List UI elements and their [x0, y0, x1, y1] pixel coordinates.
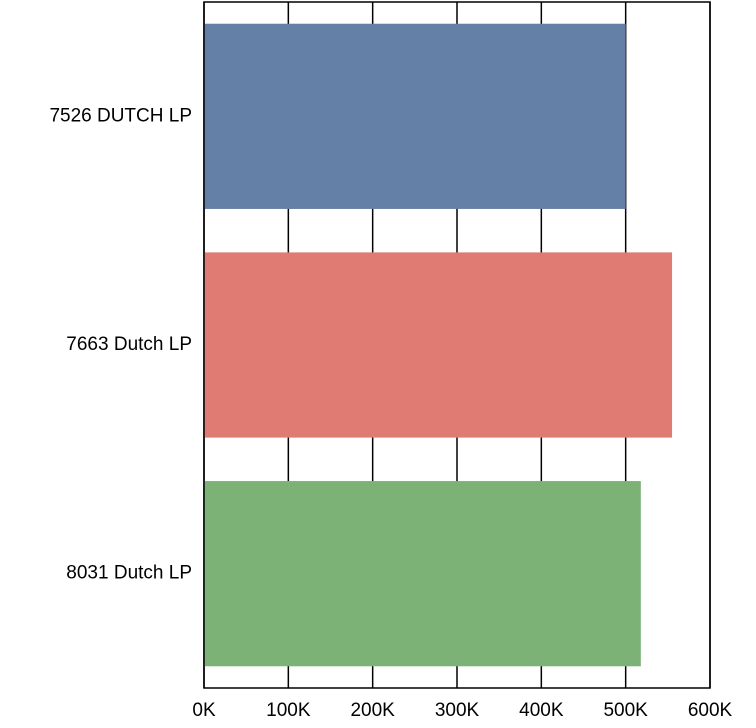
bar-2 [204, 481, 641, 667]
x-tick-label-2: 200K [350, 700, 395, 721]
x-tick-label-0: 0K [192, 700, 216, 721]
x-tick-label-4: 400K [519, 700, 564, 721]
category-label-1: 7663 Dutch LP [66, 334, 192, 355]
x-tick-label-1: 100K [266, 700, 311, 721]
y-axis-labels: 7526 DUTCH LP 7663 Dutch LP 8031 Dutch LP [49, 105, 192, 583]
category-label-0: 7526 DUTCH LP [49, 105, 192, 126]
x-tick-label-6: 600K [688, 700, 733, 721]
bar-0 [204, 23, 626, 209]
bar-1 [204, 252, 673, 438]
plot-frame [203, 1, 711, 689]
x-tick-label-3: 300K [435, 700, 480, 721]
category-label-2: 8031 Dutch LP [66, 563, 192, 584]
bars [204, 23, 673, 667]
x-axis-ticks: 0K 100K 200K 300K 400K 500K 600K [192, 700, 732, 721]
x-tick-label-5: 500K [603, 700, 648, 721]
